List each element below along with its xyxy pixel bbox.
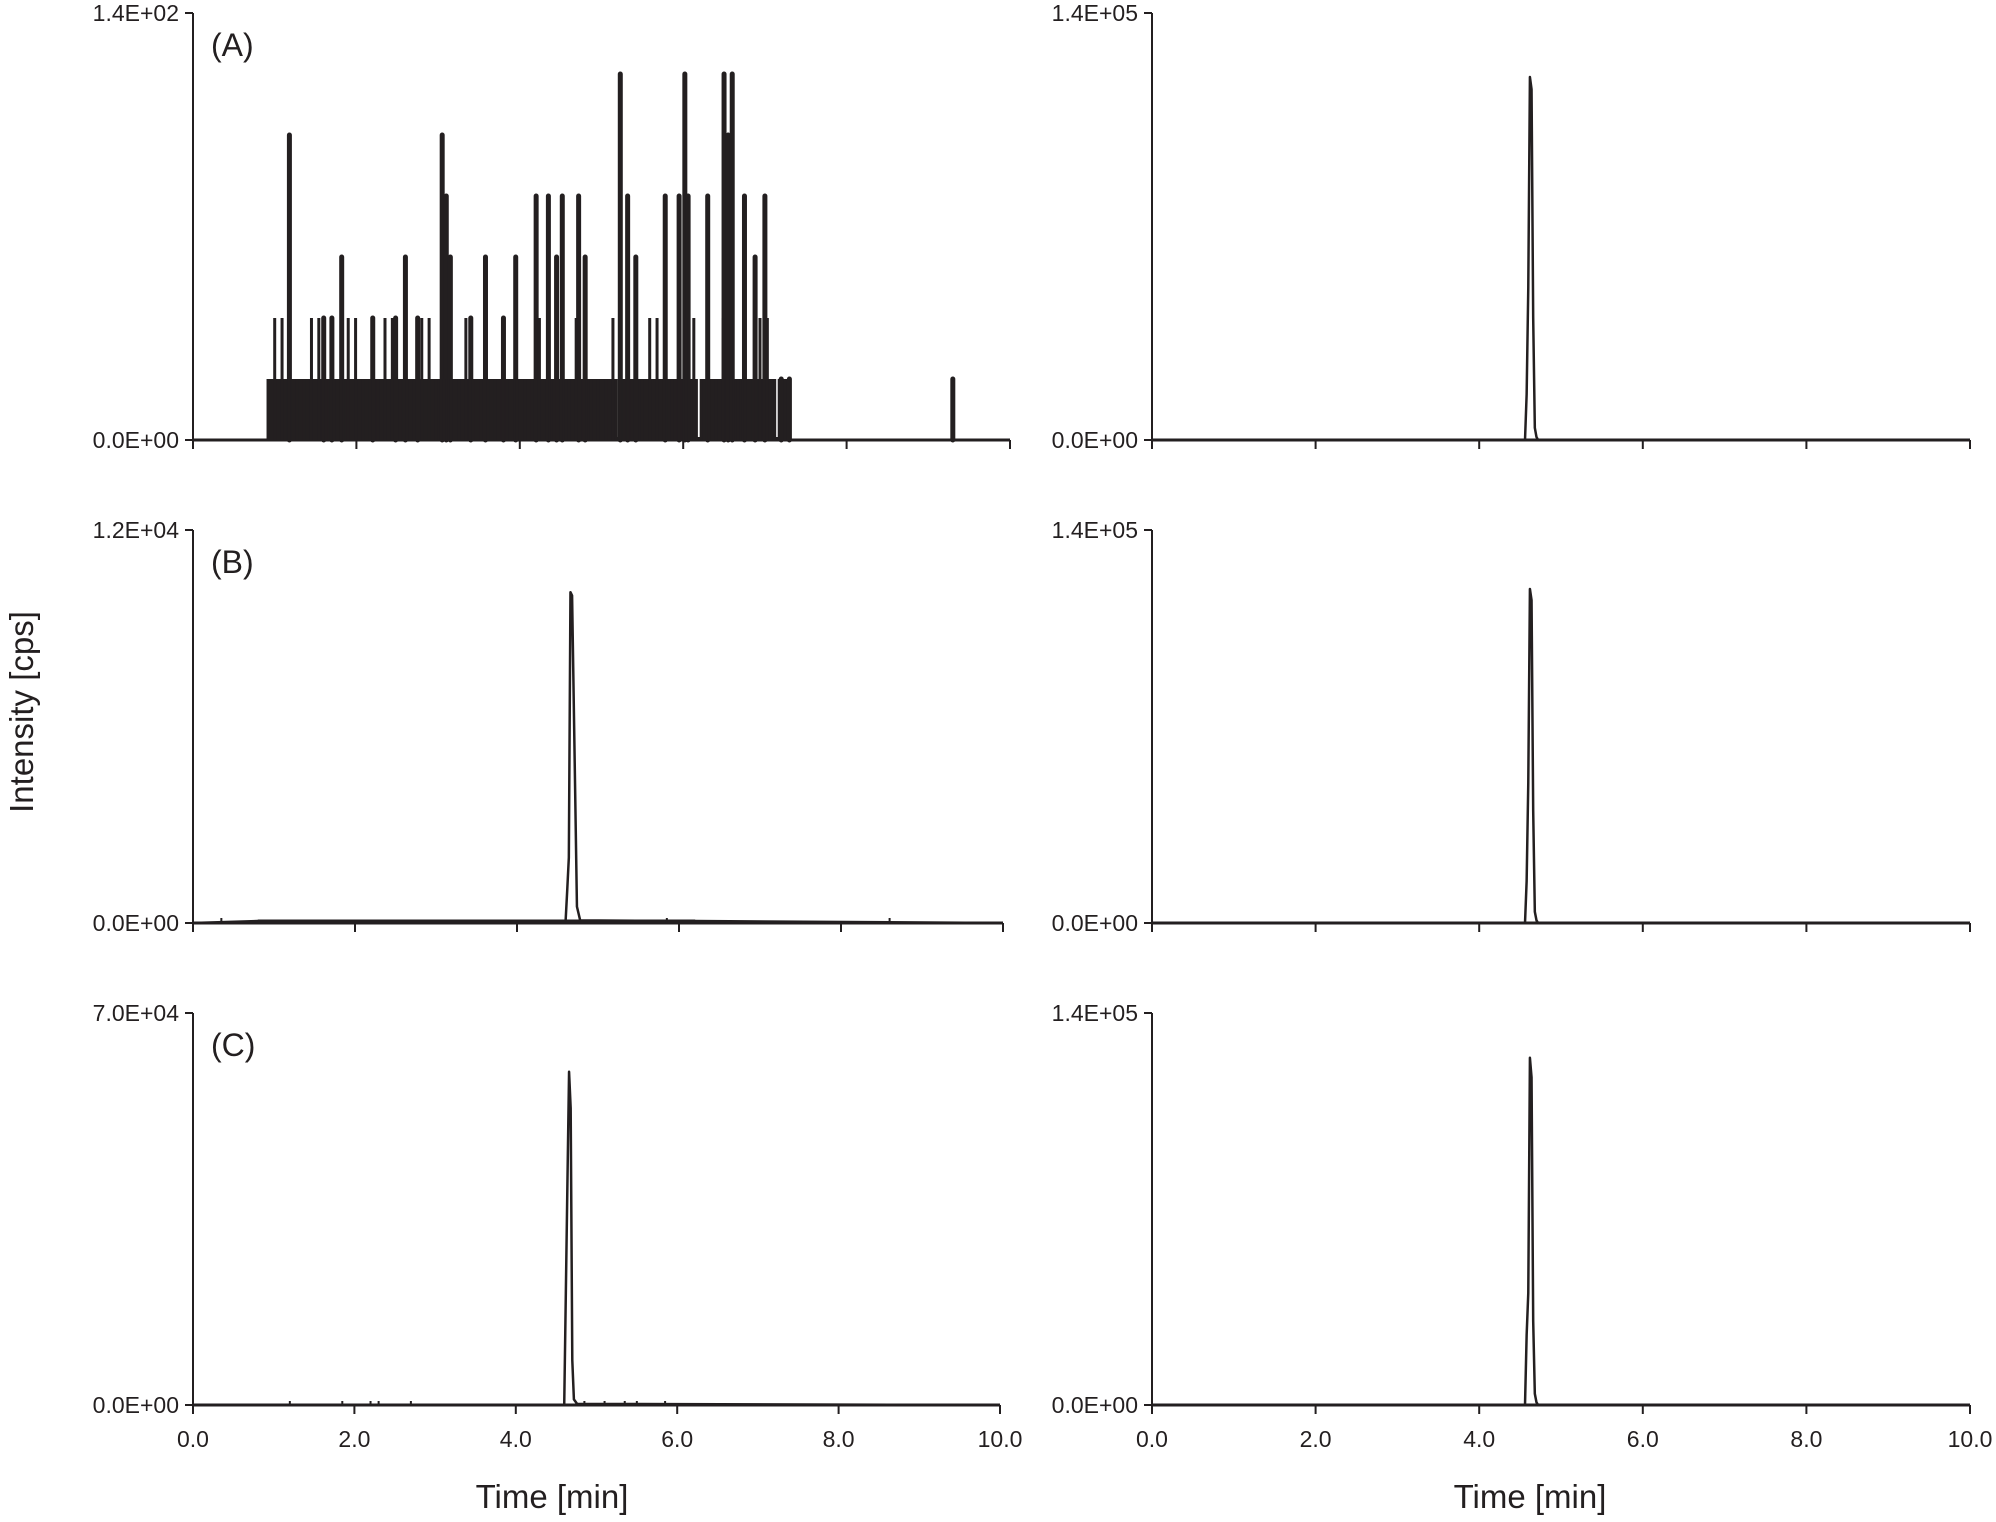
noise-band — [266, 379, 790, 440]
x-tick-label: 0.0 — [1136, 1426, 1168, 1452]
panel-grid: 1.4E+02 0.0E+00 (A) 1.4E+05 0.0E+00 1.2E+04 0.… — [93, 0, 1993, 1452]
chromatogram-trace — [1152, 75, 1970, 442]
x-tick-label: 0.0 — [177, 1426, 209, 1452]
x-axis-title-left: Time [min] — [476, 1478, 629, 1515]
y-tick-label-max: 1.4E+05 — [1052, 0, 1138, 26]
panel-A-right: 1.4E+05 0.0E+00 — [1052, 0, 1971, 453]
panel-B-left: 1.2E+04 0.0E+00 (B) — [93, 517, 1004, 936]
y-tick-label-max: 1.4E+05 — [1052, 517, 1138, 543]
x-tick-label: 4.0 — [1463, 1426, 1495, 1452]
y-tick-label-max: 1.4E+02 — [93, 0, 179, 26]
y-tick-label-min: 0.0E+00 — [93, 910, 179, 936]
panel-B-right: 1.4E+05 0.0E+00 — [1052, 517, 1971, 936]
y-tick-label-max: 7.0E+04 — [93, 1000, 180, 1026]
x-tick-label: 10.0 — [1948, 1426, 1993, 1452]
y-tick-label-max: 1.2E+04 — [93, 517, 180, 543]
x-tick-label: 6.0 — [661, 1426, 693, 1452]
y-axis-title: Intensity [cps] — [3, 611, 40, 813]
y-tick-label-min: 0.0E+00 — [1052, 1392, 1138, 1418]
y-tick-label-min: 0.0E+00 — [1052, 910, 1138, 936]
panel-label: (B) — [211, 544, 254, 580]
chromatogram-trace — [1152, 587, 1970, 925]
x-tick-label: 2.0 — [338, 1426, 370, 1452]
chromatogram-trace — [192, 590, 1004, 925]
x-tick-label: 10.0 — [978, 1426, 1023, 1452]
panel-A-left: 1.4E+02 0.0E+00 (A) — [93, 0, 1011, 453]
x-tick-label: 8.0 — [1790, 1426, 1822, 1452]
chromatogram-trace — [193, 1070, 1001, 1407]
x-tick-label: 2.0 — [1300, 1426, 1332, 1452]
x-axis-title-right: Time [min] — [1454, 1478, 1607, 1515]
panel-label: (A) — [211, 27, 254, 63]
y-tick-label-min: 0.0E+00 — [93, 427, 179, 453]
x-tick-label: 4.0 — [500, 1426, 532, 1452]
y-tick-label-max: 1.4E+05 — [1052, 1000, 1138, 1026]
x-tick-label: 8.0 — [823, 1426, 855, 1452]
panel-C-left: 7.0E+04 0.0E+00 0.0 2.0 4.0 6.0 8.0 10.0 (C) — [93, 1000, 1023, 1452]
y-tick-label-min: 0.0E+00 — [1052, 427, 1138, 453]
panel-C-right: 1.4E+05 0.0E+00 0.0 2.0 4.0 6.0 8.0 10.0 — [1052, 1000, 1993, 1452]
chromatogram-trace — [1152, 1056, 1970, 1407]
panel-label: (C) — [211, 1027, 255, 1063]
x-tick-label: 6.0 — [1627, 1426, 1659, 1452]
y-tick-label-min: 0.0E+00 — [93, 1392, 179, 1418]
